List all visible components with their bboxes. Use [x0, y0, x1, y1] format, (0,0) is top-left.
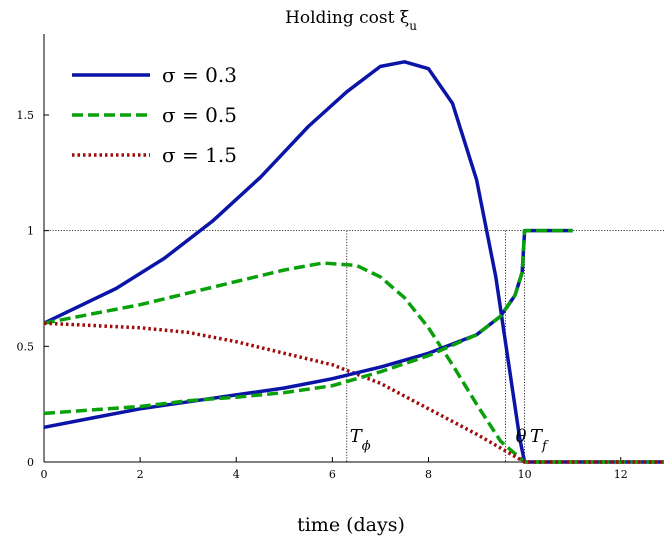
x-tick-label: 6 [329, 468, 336, 481]
x-tick-label: 8 [425, 468, 432, 481]
annotation-1: θ [516, 426, 527, 447]
axes-layer: 0 2 4 6 8 10 12 0 0.5 1 1.5 [17, 34, 664, 481]
legend-label-2: σ = 1.5 [162, 143, 237, 167]
x-tick-label: 4 [233, 468, 240, 481]
x-axis-label: time (days) [297, 514, 405, 536]
legend-label-0: σ = 0.3 [162, 63, 237, 87]
legend: σ = 0.3 σ = 0.5 σ = 1.5 [72, 63, 237, 167]
series-line-1 [43, 261, 664, 464]
x-tick-label: 12 [614, 468, 628, 481]
series-layer [43, 60, 664, 464]
x-tick-label: 0 [41, 468, 48, 481]
legend-label-1: σ = 0.5 [162, 103, 237, 127]
annotation-layer: Tϕ θ Tf [350, 426, 549, 454]
chart-title-subscript: u [409, 19, 417, 33]
y-tick-label: 1.5 [17, 109, 35, 122]
annotation-0: Tϕ [350, 426, 371, 454]
y-tick-label: 1 [27, 225, 34, 238]
x-tick-label: 2 [137, 468, 144, 481]
y-tick-label: 0 [27, 456, 34, 469]
chart-title: Holding cost ξu [285, 8, 417, 33]
x-tick-label: 10 [518, 468, 532, 481]
series-line-0 [43, 60, 664, 464]
series-line-4 [43, 228, 573, 416]
annotation-2: Tf [530, 426, 549, 454]
y-tick-label: 0.5 [17, 340, 35, 353]
